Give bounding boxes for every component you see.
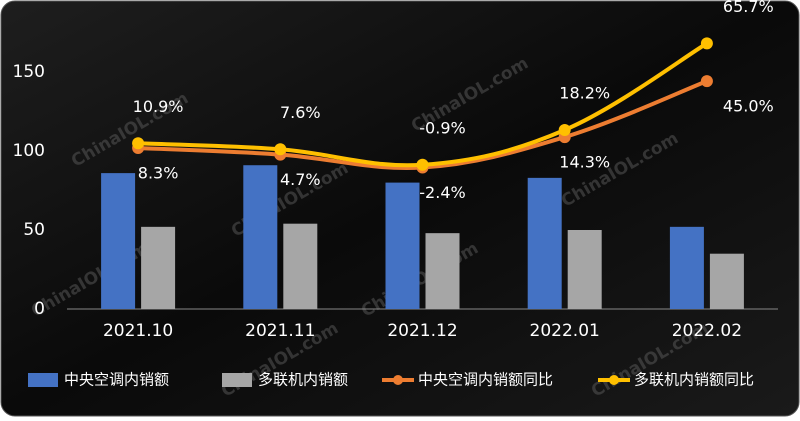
line-point xyxy=(558,123,571,136)
data-label: -2.4% xyxy=(419,183,465,202)
legend-label: 多联机内销额 xyxy=(258,371,348,389)
x-tick-label: 2021.10 xyxy=(103,321,173,341)
data-label: 65.7% xyxy=(723,0,774,16)
y-tick-label: 50 xyxy=(23,220,45,240)
bar xyxy=(567,230,602,309)
line-point xyxy=(700,75,713,88)
legend-swatch xyxy=(609,375,619,385)
data-label: 10.9% xyxy=(133,97,184,116)
legend-label: 中央空调内销额 xyxy=(64,371,169,389)
line-point xyxy=(700,37,713,50)
data-label: 18.2% xyxy=(559,83,610,102)
x-tick-label: 2022.01 xyxy=(530,321,600,341)
y-tick-label: 0 xyxy=(34,299,45,319)
bar xyxy=(141,226,176,309)
x-tick-label: 2022.02 xyxy=(672,321,742,341)
line-point xyxy=(274,143,287,156)
y-tick-label: 150 xyxy=(13,62,45,82)
x-tick-label: 2021.11 xyxy=(245,321,315,341)
bar xyxy=(527,177,562,309)
data-label: 14.3% xyxy=(559,153,610,172)
legend-swatch xyxy=(28,373,58,387)
line-point xyxy=(416,158,429,171)
legend-swatch xyxy=(393,375,403,385)
data-label: -0.9% xyxy=(419,118,465,137)
bar xyxy=(669,226,704,309)
bar xyxy=(101,173,136,309)
legend-label: 中央空调内销额同比 xyxy=(418,371,553,389)
data-label: 4.7% xyxy=(280,170,321,189)
bar xyxy=(385,182,420,309)
y-tick-label: 100 xyxy=(13,141,45,161)
bar xyxy=(283,223,318,309)
legend-label: 多联机内销额同比 xyxy=(634,371,754,389)
x-tick-label: 2021.12 xyxy=(387,321,457,341)
bar xyxy=(243,165,278,309)
bar xyxy=(709,253,744,309)
legend-swatch xyxy=(222,373,252,387)
data-label: 7.6% xyxy=(280,103,321,122)
data-label: 45.0% xyxy=(723,97,774,116)
line-point xyxy=(132,137,145,150)
bar xyxy=(425,233,460,309)
data-label: 8.3% xyxy=(138,164,179,183)
